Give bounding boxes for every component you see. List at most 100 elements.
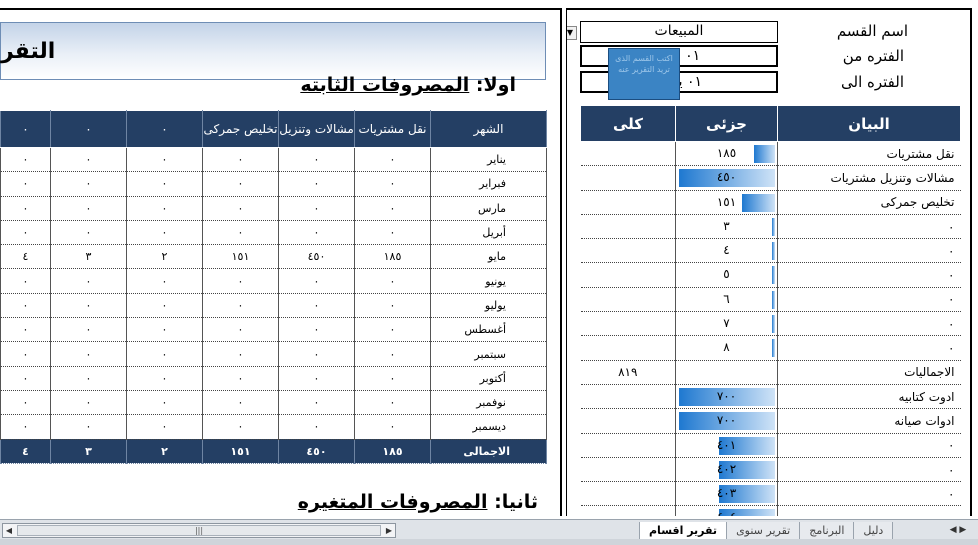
- amount-cell[interactable]: ٠: [202, 196, 279, 221]
- amount-cell[interactable]: ٠: [0, 366, 51, 391]
- amount-cell[interactable]: ٠: [0, 414, 51, 440]
- description-cell[interactable]: مشالات وتنزيل مشتريات: [777, 165, 961, 191]
- month-cell[interactable]: أغسطس: [430, 317, 547, 343]
- total-cell[interactable]: [580, 190, 676, 215]
- amount-cell[interactable]: ٢: [126, 439, 203, 464]
- description-cell[interactable]: ٠: [777, 262, 961, 288]
- total-cell[interactable]: [580, 384, 676, 410]
- amount-cell[interactable]: ٠: [202, 366, 279, 391]
- amount-cell[interactable]: ٣: [50, 244, 127, 270]
- partial-cell[interactable]: ٧٠٠: [675, 408, 778, 434]
- amount-cell[interactable]: ١٥١: [202, 244, 279, 270]
- amount-cell[interactable]: ٠: [354, 147, 431, 173]
- partial-cell[interactable]: ٥: [675, 262, 778, 288]
- partial-cell[interactable]: ١٥١: [675, 190, 778, 215]
- description-cell[interactable]: ٠: [777, 335, 961, 361]
- description-cell[interactable]: الاجماليات: [777, 360, 961, 385]
- total-cell[interactable]: [580, 408, 676, 434]
- amount-cell[interactable]: ٠: [126, 196, 203, 221]
- horizontal-scrollbar[interactable]: ◀ ||| ▶: [2, 523, 396, 538]
- sheet-tab[interactable]: البرنامج: [799, 522, 855, 540]
- partial-cell[interactable]: [675, 360, 778, 385]
- amount-cell[interactable]: ٠: [202, 293, 279, 319]
- amount-cell[interactable]: ٠: [278, 147, 355, 173]
- amount-cell[interactable]: ٠: [354, 390, 431, 416]
- total-cell[interactable]: [580, 287, 676, 313]
- amount-cell[interactable]: ٠: [50, 293, 127, 319]
- amount-cell[interactable]: ٠: [278, 293, 355, 319]
- amount-cell[interactable]: ١٨٥: [354, 439, 431, 464]
- amount-cell[interactable]: ٠: [0, 293, 51, 319]
- description-cell[interactable]: نقل مشتريات: [777, 141, 961, 167]
- amount-cell[interactable]: ٤٥٠: [278, 244, 355, 270]
- amount-cell[interactable]: ٠: [354, 220, 431, 246]
- partial-cell[interactable]: ٦: [675, 287, 778, 313]
- amount-cell[interactable]: ٠: [354, 171, 431, 197]
- dropdown-arrow-icon[interactable]: ▼: [567, 26, 577, 40]
- partial-cell[interactable]: ١٨٥: [675, 141, 778, 167]
- amount-cell[interactable]: ٠: [126, 293, 203, 319]
- amount-cell[interactable]: ٠: [354, 341, 431, 367]
- amount-cell[interactable]: ٠: [0, 196, 51, 221]
- amount-cell[interactable]: ٠: [126, 147, 203, 173]
- description-cell[interactable]: ٠: [777, 481, 961, 507]
- month-cell[interactable]: مايو: [430, 244, 547, 270]
- amount-cell[interactable]: ٠: [202, 147, 279, 173]
- amount-cell[interactable]: ٤: [0, 439, 51, 464]
- amount-cell[interactable]: ٠: [202, 171, 279, 197]
- amount-cell[interactable]: ٠: [278, 220, 355, 246]
- description-cell[interactable]: ادوات صيانه: [777, 408, 961, 434]
- total-cell[interactable]: [580, 335, 676, 361]
- amount-cell[interactable]: ٠: [50, 268, 127, 294]
- amount-cell[interactable]: ١٨٥: [354, 244, 431, 270]
- amount-cell[interactable]: ٠: [354, 317, 431, 343]
- scroll-right-icon[interactable]: ▶: [385, 526, 393, 535]
- total-cell[interactable]: ٨١٩: [580, 360, 676, 385]
- partial-cell[interactable]: ٤٠٢: [675, 457, 778, 483]
- amount-cell[interactable]: ٠: [278, 390, 355, 416]
- total-cell[interactable]: [580, 505, 676, 516]
- amount-cell[interactable]: ٠: [278, 366, 355, 391]
- month-cell[interactable]: سبتمبر: [430, 341, 547, 367]
- tab-navigation-icon[interactable]: ◀ ▶: [949, 525, 967, 535]
- amount-cell[interactable]: ٠: [0, 171, 51, 197]
- total-cell[interactable]: [580, 433, 676, 458]
- amount-cell[interactable]: ٠: [126, 317, 203, 343]
- month-cell[interactable]: مارس: [430, 196, 547, 221]
- amount-cell[interactable]: ٠: [50, 317, 127, 343]
- total-cell[interactable]: [580, 141, 676, 167]
- amount-cell[interactable]: ٠: [278, 317, 355, 343]
- description-cell[interactable]: ٠: [777, 287, 961, 313]
- amount-cell[interactable]: ٠: [126, 366, 203, 391]
- month-cell[interactable]: أكتوبر: [430, 366, 547, 391]
- partial-cell[interactable]: ٤: [675, 238, 778, 264]
- partial-cell[interactable]: ٤٠٣: [675, 481, 778, 507]
- amount-cell[interactable]: ٠: [126, 220, 203, 246]
- month-cell[interactable]: يونيو: [430, 268, 547, 294]
- partial-cell[interactable]: ٤٠١: [675, 433, 778, 458]
- amount-cell[interactable]: ٠: [354, 196, 431, 221]
- amount-cell[interactable]: ٠: [202, 220, 279, 246]
- amount-cell[interactable]: ٠: [0, 220, 51, 246]
- partial-cell[interactable]: ٤٠٤: [675, 505, 778, 516]
- amount-cell[interactable]: ٠: [354, 414, 431, 440]
- amount-cell[interactable]: ٠: [202, 414, 279, 440]
- month-cell[interactable]: يناير: [430, 147, 547, 173]
- amount-cell[interactable]: ٠: [0, 317, 51, 343]
- amount-cell[interactable]: ٠: [202, 317, 279, 343]
- amount-cell[interactable]: ٠: [0, 341, 51, 367]
- amount-cell[interactable]: ٤: [0, 244, 51, 270]
- amount-cell[interactable]: ٠: [278, 341, 355, 367]
- total-cell[interactable]: [580, 481, 676, 507]
- amount-cell[interactable]: ٠: [126, 414, 203, 440]
- total-cell[interactable]: [580, 165, 676, 191]
- partial-cell[interactable]: ٧٠٠: [675, 384, 778, 410]
- amount-cell[interactable]: ٠: [50, 414, 127, 440]
- total-cell[interactable]: [580, 262, 676, 288]
- description-cell[interactable]: ٠: [777, 457, 961, 483]
- amount-cell[interactable]: ٤٥٠: [278, 439, 355, 464]
- amount-cell[interactable]: ٠: [50, 390, 127, 416]
- amount-cell[interactable]: ١٥١: [202, 439, 279, 464]
- description-cell[interactable]: ٠: [777, 311, 961, 337]
- amount-cell[interactable]: ٠: [354, 268, 431, 294]
